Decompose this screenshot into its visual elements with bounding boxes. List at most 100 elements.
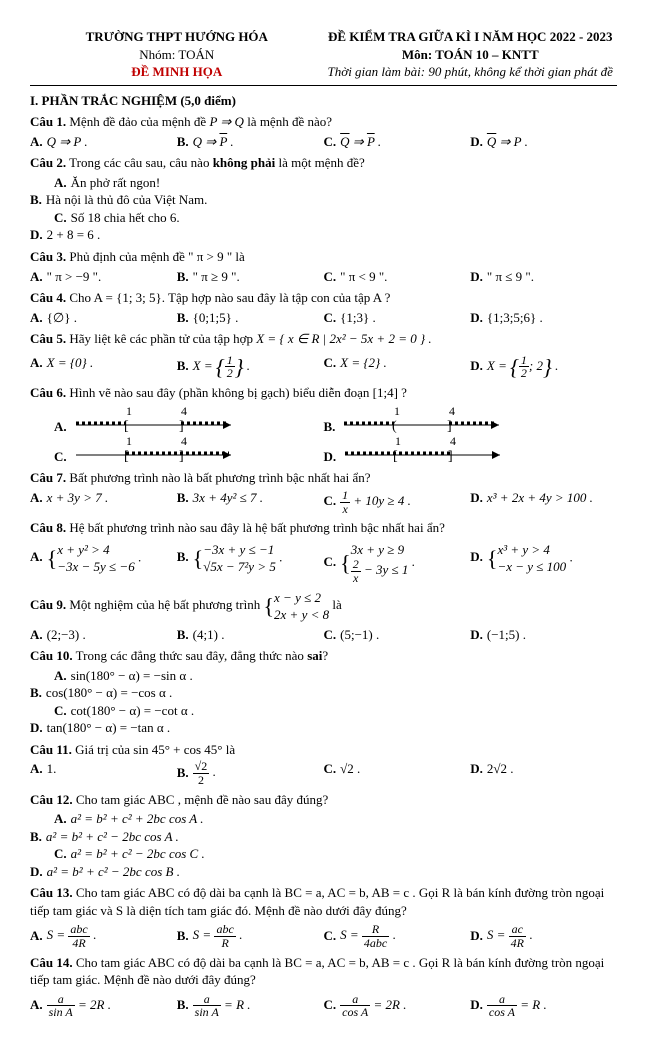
q8-opt-b: B.{−3x + y ≤ −1√5x − 7²y > 5 . — [177, 541, 324, 585]
q9-d: (−1;5) . — [487, 627, 526, 642]
q5-opt-b: B.X = {12} . — [177, 354, 324, 380]
q14-t: Cho tam giác ABC có độ dài ba cạnh là BC… — [30, 955, 604, 988]
exam-time: Thời gian làm bài: 90 phút, không kể thờ… — [328, 64, 613, 79]
q7-num: Câu 7. — [30, 470, 66, 485]
q1-text-b: là mệnh đề nào? — [244, 114, 332, 129]
question-4: Câu 4. Cho A = {1; 3; 5}. Tập hợp nào sa… — [30, 289, 617, 326]
q1-b-pre: Q ⇒ — [193, 134, 220, 149]
q8-b1: −3x + y ≤ −1 — [203, 542, 274, 557]
q4-num: Câu 4. — [30, 290, 66, 305]
q2-bold: không phải — [213, 155, 276, 170]
q11-opt-b: B.√22 . — [177, 760, 324, 786]
q12-opt-a: A.a² = b² + c² + 2bc cos A . — [54, 810, 348, 828]
q2-opt-d: D.2 + 8 = 6 . — [30, 226, 324, 244]
q7-c-n: 1 — [340, 489, 350, 503]
q9-t: Một nghiệm của hệ bất phương trình — [66, 597, 263, 612]
question-3: Câu 3. Phủ định của mệnh đề " π > 9 " là… — [30, 248, 617, 285]
q9-c: (5;−1) . — [340, 627, 379, 642]
q2-b: Hà nội là thủ đô của Việt Nam. — [46, 192, 207, 207]
q13-cd: 4abc — [362, 937, 389, 950]
svg-text:1: 1 — [126, 435, 132, 448]
q1-opt-a: A.Q ⇒ P . — [30, 133, 177, 151]
q5-b-n: 1 — [225, 354, 235, 368]
q3-num: Câu 3. — [30, 249, 66, 264]
q4-b: {0;1;5} . — [193, 310, 239, 325]
q1-num: Câu 1. — [30, 114, 66, 129]
q2-a: Ăn phở rất ngon! — [71, 175, 161, 190]
q13-bn: abc — [214, 923, 235, 937]
question-11: Câu 11. Giá trị của sin 45° + cos 45° là… — [30, 741, 617, 787]
q13-t: Cho tam giác ABC có độ dài ba cạnh là BC… — [30, 885, 604, 918]
q6-opt-b: B. 14 (] — [324, 405, 618, 435]
q8-c1: 3x + y ≥ 9 — [351, 542, 404, 557]
q5-d-pre: X = — [487, 358, 510, 373]
q11-c: √2 . — [340, 761, 360, 776]
q12-opt-c: C.a² = b² + c² − 2bc cos C . — [54, 845, 348, 863]
q14-dd: cos A — [487, 1006, 517, 1019]
q2-opt-a: A.Ăn phở rất ngon! — [54, 174, 348, 192]
q13-cn: R — [362, 923, 389, 937]
q12-opt-d: D.a² = b² + c² − 2bc cos B . — [30, 863, 324, 881]
q10-num: Câu 10. — [30, 648, 73, 663]
q8-d1: x³ + y > 4 — [497, 542, 549, 557]
q7-a: x + 3y > 7 . — [47, 490, 109, 505]
q2-c: Số 18 chia hết cho 6. — [71, 210, 180, 225]
q9-opt-b: B.(4;1) . — [177, 626, 324, 644]
question-10: Câu 10. Trong các đẳng thức sau đây, đẳn… — [30, 647, 617, 737]
q9-a: (2;−3) . — [47, 627, 86, 642]
svg-text:(: ( — [392, 419, 397, 434]
q13-opt-c: C.S = R4abc . — [324, 923, 471, 949]
q13-opt-a: A.S = abc4R . — [30, 923, 177, 949]
q10-a: sin(180° − α) = −sin α . — [71, 668, 193, 683]
q4-opt-a: A.{∅} . — [30, 309, 177, 327]
q8-d2: −x − y ≤ 100 — [497, 559, 566, 574]
q13-opt-d: D.S = ac4R . — [470, 923, 617, 949]
q5-t: Hãy liệt kê các phần tử của tập hợp — [66, 331, 256, 346]
q14-bd: sin A — [193, 1006, 221, 1019]
svg-text:]: ] — [179, 419, 184, 434]
q7-c-post: + 10y ≥ 4 . — [350, 493, 411, 508]
q12-d: a² = b² + c² − 2bc cos B . — [47, 864, 180, 879]
svg-text:1: 1 — [394, 405, 400, 418]
q13-opt-b: B.S = abcR . — [177, 923, 324, 949]
q9-opt-c: C.(5;−1) . — [324, 626, 471, 644]
q5-d-d: 2 — [519, 367, 529, 380]
q9-l1: x − y ≤ 2 — [274, 590, 321, 605]
q8-opt-d: D.{x³ + y > 4−x − y ≤ 100 . — [470, 541, 617, 585]
q6-num: Câu 6. — [30, 385, 66, 400]
q4-a: {∅} . — [47, 310, 77, 325]
q8-c2n: 2 — [351, 558, 361, 572]
q3-a: " π > −9 ". — [47, 269, 102, 284]
q1-expr: P ⇒ Q — [209, 114, 244, 129]
q10-opt-a: A.sin(180° − α) = −sin α . — [54, 667, 348, 685]
svg-text:[: [ — [124, 419, 129, 434]
q4-opt-c: C.{1;3} . — [324, 309, 471, 327]
q11-opt-a: A.1. — [30, 760, 177, 786]
q12-c: a² = b² + c² − 2bc cos C . — [71, 846, 205, 861]
q8-opt-a: A.{x + y² > 4−3x − 5y ≤ −6 . — [30, 541, 177, 585]
q13-num: Câu 13. — [30, 885, 73, 900]
q14-ap: = 2R . — [75, 997, 111, 1012]
q9-b: (4;1) . — [193, 627, 225, 642]
q9-t2: là — [329, 597, 342, 612]
q7-b: 3x + 4y² ≤ 7 . — [193, 490, 263, 505]
q10-opt-d: D.tan(180° − α) = −tan α . — [30, 719, 324, 737]
q14-num: Câu 14. — [30, 955, 73, 970]
q9-l2: 2x + y < 8 — [274, 607, 329, 622]
q14-opt-a: A.asin A = 2R . — [30, 993, 177, 1019]
q7-opt-c: C.1x + 10y ≥ 4 . — [324, 489, 471, 515]
q14-dp: = R . — [517, 997, 547, 1012]
question-2: Câu 2. Trong các câu sau, câu nào không … — [30, 154, 617, 244]
svg-text:1: 1 — [395, 435, 401, 448]
numberline-d-icon: 14 [] — [340, 435, 510, 465]
q14-opt-b: B.asin A = R . — [177, 993, 324, 1019]
q2-d: 2 + 8 = 6 . — [47, 227, 101, 242]
q8-num: Câu 8. — [30, 520, 66, 535]
q5-b-d: 2 — [225, 367, 235, 380]
svg-text:4: 4 — [449, 405, 455, 418]
q2-opt-c: C.Số 18 chia hết cho 6. — [54, 209, 348, 227]
q14-cd: cos A — [340, 1006, 370, 1019]
q2-t2: là một mệnh đề? — [275, 155, 365, 170]
q5-a: X = {0} . — [47, 355, 94, 370]
q4-t: Cho A = {1; 3; 5}. Tập hợp nào sau đây l… — [66, 290, 390, 305]
